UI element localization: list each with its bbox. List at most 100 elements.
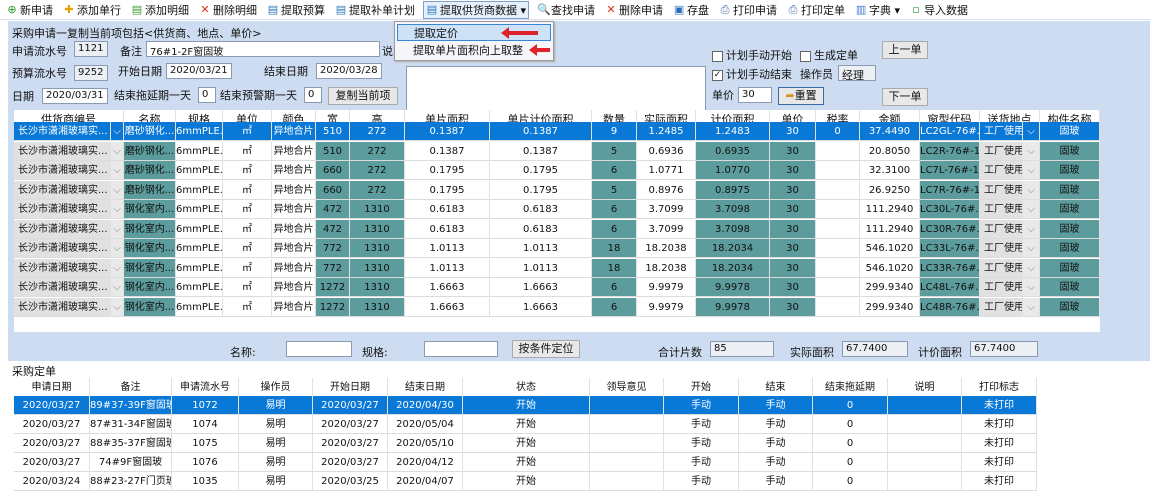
toolbar-button-13[interactable]: ▫ 导入数据: [908, 1, 970, 19]
extract-icon: ▤: [426, 2, 438, 16]
toolbar-button-0[interactable]: ⊕ 新申请: [4, 1, 55, 19]
dropdown-arrow-icon[interactable]: ⌵: [1023, 278, 1040, 297]
dropdown-arrow-icon[interactable]: ⌵: [1023, 200, 1040, 219]
table-row[interactable]: 长沙市潇湘玻璃实...⌵钢化室内...6mmPLE...㎡异地合片4721310…: [14, 200, 1100, 219]
toolbar-button-8[interactable]: ✕ 删除申请: [603, 1, 665, 19]
dropdown-arrow-icon[interactable]: ⌵: [1023, 219, 1040, 239]
table-row[interactable]: 长沙市潇湘玻璃实...⌵磨砂钢化...6mmPLE...㎡异地合片6602720…: [14, 161, 1100, 180]
dropdown-arrow-icon[interactable]: ⌵: [111, 219, 124, 239]
dropdown-arrow-icon[interactable]: ⌵: [1023, 122, 1040, 141]
dropdown-arrow-icon[interactable]: ⌵: [1023, 258, 1040, 278]
plan-manual-end-checkbox[interactable]: ✓ 计划手动结束: [712, 66, 792, 82]
cell-width: 660: [316, 161, 350, 180]
operator-field[interactable]: 经理: [838, 65, 876, 81]
req-no-label: 申请流水号: [12, 45, 67, 58]
dropdown-arrow-icon[interactable]: ⌵: [1023, 239, 1040, 258]
dropdown-arrow-icon[interactable]: ⌵: [111, 239, 124, 258]
toolbar-button-6[interactable]: ▤ 提取供货商数据 ▾: [423, 0, 530, 19]
next-order-button[interactable]: 下一单: [882, 88, 928, 106]
column-header-operator[interactable]: 操作员: [239, 378, 313, 397]
table-row[interactable]: 长沙市潇湘玻璃实...⌵钢化室内...6mmPLE...㎡异地合片1272131…: [14, 297, 1100, 317]
cell-start: 手动: [664, 453, 739, 472]
toolbar-button-2[interactable]: ▤ 添加明细: [129, 1, 191, 19]
cell-start-date: 2020/03/27: [313, 396, 388, 415]
start-date-picker[interactable]: 2020/03/21 ⌵: [166, 63, 232, 79]
toolbar-button-label: 提取供货商数据 ▾: [440, 3, 527, 17]
toolbar-button-10[interactable]: ⎙ 打印申请: [717, 1, 779, 19]
table-row[interactable]: 长沙市潇湘玻璃实...⌵钢化室内...6mmPLE...㎡异地合片4721310…: [14, 219, 1100, 239]
remark-field[interactable]: 76#1-2F窗固玻: [146, 41, 380, 57]
table-row[interactable]: 2020/03/27 87#31-34F窗固玻 1074 易明 2020/03/27 20…: [14, 415, 1100, 434]
menu-item-extract-area-ceil[interactable]: 提取单片面积向上取整: [413, 44, 523, 57]
plan-manual-start-checkbox[interactable]: 计划手动开始: [712, 47, 792, 63]
total-pieces-label: 合计片数: [658, 346, 702, 359]
dropdown-arrow-icon[interactable]: ⌵: [111, 258, 124, 278]
dropdown-arrow-icon[interactable]: ⌵: [111, 161, 124, 180]
table-row[interactable]: 长沙市潇湘玻璃实...⌵磨砂钢化...6mmPLE...㎡异地合片5102720…: [14, 122, 1100, 141]
table-row[interactable]: 长沙市潇湘玻璃实...⌵钢化室内...6mmPLE...㎡异地合片7721310…: [14, 258, 1100, 278]
cell-tax-rate: [816, 200, 860, 219]
cell-priced-area: 18.2034: [696, 258, 770, 278]
end-date-picker[interactable]: 2020/03/28 ⌵: [316, 63, 382, 79]
column-header-start-date[interactable]: 开始日期: [313, 378, 388, 397]
dropdown-arrow-icon[interactable]: ⌵: [111, 297, 124, 317]
dropdown-arrow-icon[interactable]: ⌵: [111, 180, 124, 200]
date-picker[interactable]: 2020/03/31 ⌵: [42, 88, 108, 104]
column-header-end[interactable]: 结束: [739, 378, 813, 397]
name-search-input[interactable]: [286, 341, 352, 357]
column-header-start[interactable]: 开始: [664, 378, 739, 397]
generate-order-checkbox[interactable]: 生成定单: [800, 47, 858, 63]
cell-unit: ㎡: [223, 180, 272, 200]
table-row[interactable]: 长沙市潇湘玻璃实...⌵钢化室内...6mmPLE...㎡异地合片1272131…: [14, 278, 1100, 297]
table-row[interactable]: 2020/03/24 88#23-27F门页玻 1035 易明 2020/03/25 20…: [14, 472, 1100, 491]
column-header-delay[interactable]: 结束拖延期: [813, 378, 888, 397]
reset-button[interactable]: ➦重置: [778, 87, 824, 105]
dropdown-arrow-icon[interactable]: ⌵: [1023, 161, 1040, 180]
cell-supplier: 长沙市潇湘玻璃实...: [14, 122, 111, 141]
menu-item-extract-price[interactable]: 提取定价: [397, 24, 551, 41]
column-header-status[interactable]: 状态: [463, 378, 590, 397]
req-no-field[interactable]: 1121: [74, 41, 108, 57]
table-row[interactable]: 2020/03/27 74#9F窗固玻 1076 易明 2020/03/27 2020/0…: [14, 453, 1100, 472]
toolbar-button-4[interactable]: ▤ 提取预算: [265, 1, 327, 19]
dropdown-arrow-icon[interactable]: ⌵: [111, 278, 124, 297]
dropdown-arrow-icon[interactable]: ⌵: [1023, 180, 1040, 200]
column-header-note[interactable]: 说明: [888, 378, 962, 397]
column-header-request-date[interactable]: 申请日期: [14, 378, 90, 397]
table-row[interactable]: 长沙市潇湘玻璃实...⌵磨砂钢化...6mmPLE...㎡异地合片5102720…: [14, 141, 1100, 161]
toolbar-button-label: 存盘: [687, 3, 710, 17]
table-row[interactable]: 2020/03/27 89#37-39F窗固玻 1072 易明 2020/03/27 20…: [14, 396, 1100, 415]
table-header[interactable]: 申请日期 备注 申请流水号 操作员 开始日期 结束日期 状态 领导意见 开始 结束 结束拖延期 说明打…: [14, 378, 1100, 397]
locate-button[interactable]: 按条件定位: [512, 340, 580, 358]
budget-no-field[interactable]: 9252: [74, 65, 108, 81]
cell-status: 开始: [463, 396, 590, 415]
toolbar-button-7[interactable]: 🔍 查找申请: [535, 1, 597, 19]
cell-leader-opinion: [590, 453, 664, 472]
copy-current-button[interactable]: 复制当前项: [328, 87, 398, 105]
prev-order-button[interactable]: 上一单: [882, 41, 928, 59]
toolbar-button-9[interactable]: ▣ 存盘: [671, 1, 711, 19]
toolbar-button-5[interactable]: ▤ 提取补单计划: [333, 1, 417, 19]
dropdown-arrow-icon[interactable]: ⌵: [111, 200, 124, 219]
column-header-remark[interactable]: 备注: [90, 378, 172, 397]
toolbar-button-11[interactable]: ⎙ 打印定单: [785, 1, 847, 19]
column-header-print-flag[interactable]: 打印标志: [962, 378, 1037, 397]
dropdown-arrow-icon[interactable]: ⌵: [1023, 141, 1040, 161]
cell-remark: 74#9F窗固玻: [90, 453, 172, 472]
warn-field[interactable]: 0: [304, 87, 322, 103]
column-header-end-date[interactable]: 结束日期: [388, 378, 463, 397]
delay-field[interactable]: 0: [198, 87, 216, 103]
toolbar-button-3[interactable]: ✕ 删除明细: [197, 1, 259, 19]
dropdown-arrow-icon[interactable]: ⌵: [111, 141, 124, 161]
column-header-leader-opinion[interactable]: 领导意见: [590, 378, 664, 397]
price-field[interactable]: 30: [738, 87, 772, 103]
column-header-request-no[interactable]: 申请流水号: [172, 378, 239, 397]
dropdown-arrow-icon[interactable]: ⌵: [1023, 297, 1040, 317]
spec-search-input[interactable]: [424, 341, 498, 357]
table-row[interactable]: 长沙市潇湘玻璃实...⌵磨砂钢化...6mmPLE...㎡异地合片6602720…: [14, 180, 1100, 200]
toolbar-button-12[interactable]: ▥ 字典 ▾: [853, 1, 902, 19]
table-row[interactable]: 长沙市潇湘玻璃实...⌵钢化室内...6mmPLE...㎡异地合片7721310…: [14, 239, 1100, 258]
toolbar-button-1[interactable]: ✚ 添加单行: [61, 1, 123, 19]
dropdown-arrow-icon[interactable]: ⌵: [111, 122, 124, 141]
table-row[interactable]: 2020/03/27 88#35-37F窗固玻 1075 易明 2020/03/27 20…: [14, 434, 1100, 453]
